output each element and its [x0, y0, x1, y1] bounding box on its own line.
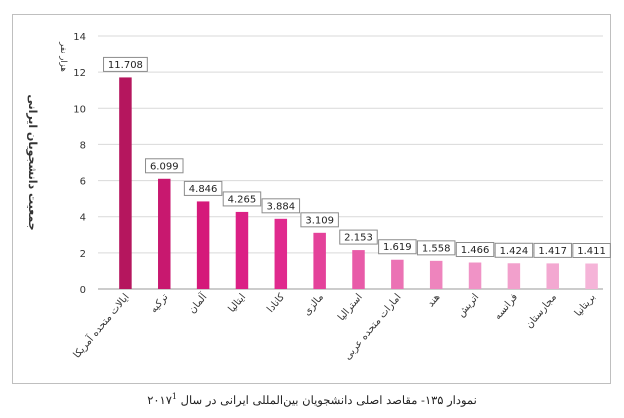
bar [274, 218, 288, 289]
x-tick-label: ایتالیا [226, 292, 248, 315]
data-label-box [103, 56, 148, 72]
y-tick-label: 8 [80, 140, 86, 151]
data-label: 1.424 [500, 246, 529, 257]
y-tick-label: 0 [80, 285, 86, 296]
data-label: 2.153 [344, 233, 373, 244]
bar [352, 250, 365, 289]
caption-text: نمودار ۱۳۵- مقاصد اصلی دانشجویان بین‌الم… [147, 392, 477, 407]
x-tick-label: هند [425, 292, 442, 309]
bar [468, 262, 482, 289]
bar [158, 178, 171, 289]
data-label: 1.466 [461, 245, 490, 256]
chart-frame: 0 2 4 6 8 10 12 14 جمعیت دانشجویان ایرانی هزار نف… [12, 14, 611, 384]
bar [313, 232, 326, 289]
x-tick-label: ترکیه [148, 292, 170, 316]
data-label-box [378, 239, 417, 255]
data-label: 3.109 [305, 215, 334, 226]
x-tick-label: فرانسه [492, 292, 520, 322]
x-tick-label: بریتانیا [573, 292, 598, 319]
bar [585, 263, 598, 289]
bar [196, 201, 210, 289]
x-tick-label: استرالیا [336, 292, 365, 323]
bar [235, 211, 249, 289]
y-unit-label: هزار نفر [58, 41, 68, 72]
data-label-box [339, 229, 378, 245]
data-label-box [300, 212, 339, 228]
data-label-box [222, 191, 262, 207]
x-tick-label: اتریش [456, 292, 482, 319]
x-tick-label: ایالات متحده آمریکا [70, 291, 132, 361]
x-tick-label: مالزی [302, 292, 326, 318]
y-tick-label: 14 [73, 32, 86, 43]
bar-chart: 0 2 4 6 8 10 12 14 جمعیت دانشجویان ایرانی هزار نف… [26, 32, 611, 362]
caption-footnote-mark: 1 [171, 392, 178, 401]
bar [546, 263, 559, 289]
data-label: 1.417 [538, 246, 567, 257]
data-label: 1.619 [383, 242, 412, 253]
x-tick-label: آلمان [185, 290, 210, 316]
data-label-box [416, 240, 456, 256]
data-label: 4.265 [228, 194, 257, 205]
data-label-box [533, 242, 572, 258]
data-label-box [455, 242, 495, 258]
bar [507, 263, 521, 289]
x-tick-label: مجارستان [524, 292, 559, 331]
data-label-box [494, 242, 534, 258]
bar [119, 77, 132, 290]
x-tick-label: کانادا [265, 292, 287, 315]
data-label: 4.846 [189, 184, 218, 195]
data-label: 1.558 [422, 243, 451, 254]
figure-caption: نمودار ۱۳۵- مقاصد اصلی دانشجویان بین‌الم… [0, 392, 624, 407]
data-label-box [572, 243, 611, 259]
data-label-box [183, 180, 223, 196]
data-label-box [145, 158, 184, 174]
y-axis-title: جمعیت دانشجویان ایرانی [26, 94, 39, 230]
data-label: 3.884 [266, 201, 295, 212]
data-label: 6.099 [150, 161, 179, 172]
data-label: 11.708 [108, 60, 143, 71]
y-tick-label: 10 [73, 104, 86, 115]
y-tick-label: 12 [73, 68, 86, 79]
data-label-box [261, 198, 301, 214]
bar [391, 259, 404, 289]
y-tick-label: 4 [80, 213, 86, 224]
data-label: 1.411 [577, 246, 606, 257]
y-tick-label: 2 [80, 249, 86, 260]
bar [429, 260, 443, 289]
y-tick-label: 6 [80, 177, 86, 188]
